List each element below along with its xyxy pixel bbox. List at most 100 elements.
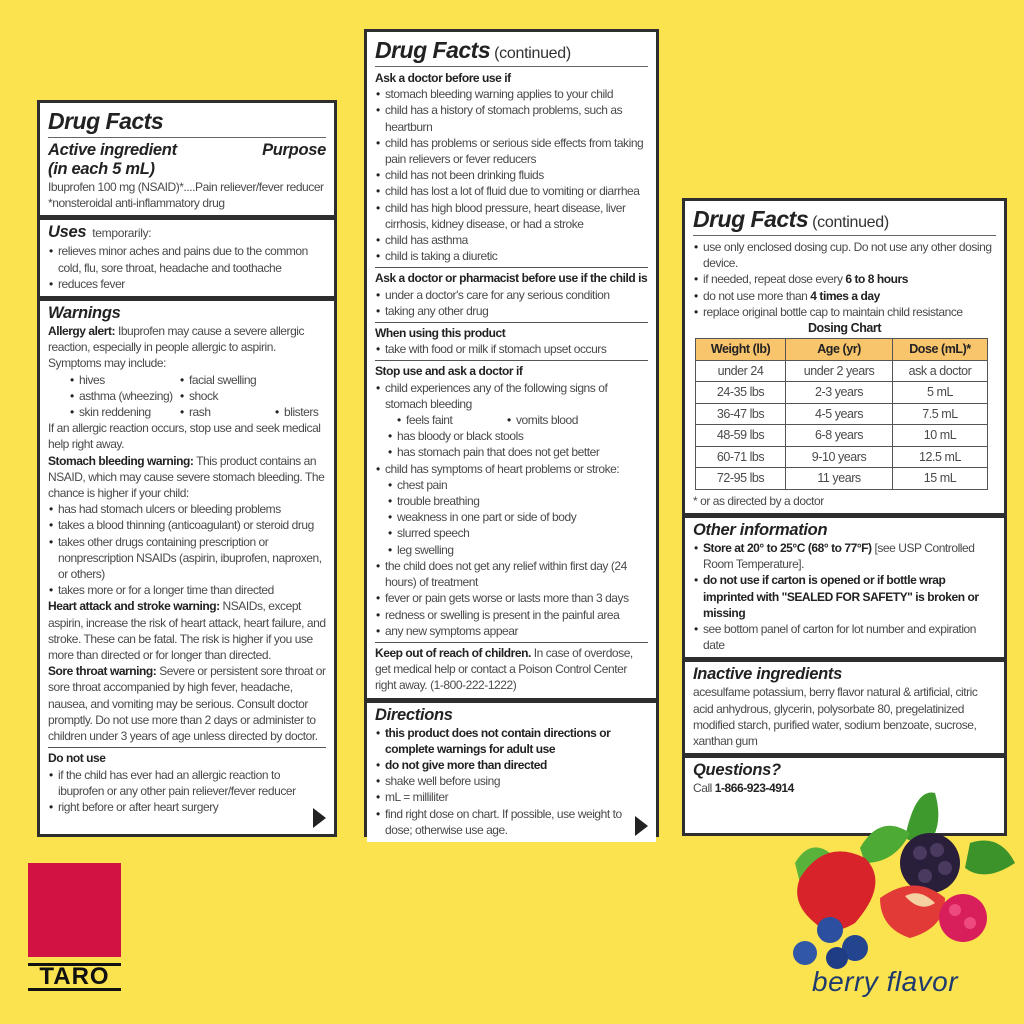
berries-illustration [793, 792, 1015, 969]
text: takes a blood thinning (anticoagulant) o… [58, 518, 314, 533]
section-heading: Directions [375, 706, 648, 725]
list-item: under a doctor's care for any serious co… [375, 287, 648, 303]
facts-section: Drug Facts Active ingredient Purpose (in ea… [40, 103, 334, 216]
text: see bottom panel of carton for lot numbe… [703, 621, 976, 653]
list-item: taking any other drug [375, 303, 648, 319]
list-item: relieves minor aches and pains due to th… [48, 243, 326, 275]
list-item: any new symptoms appear [375, 623, 648, 639]
text: weakness in one part or side of body [397, 510, 577, 525]
table-cell: ask a doctor [891, 359, 989, 383]
text: * or as directed by a doctor [693, 493, 824, 508]
bold-lead: Sore throat warning: [48, 664, 157, 679]
grid-item: rash [180, 404, 275, 420]
chart-title: Dosing Chart [807, 321, 882, 336]
paragraph: acesulfame potassium, berry flavor natur… [693, 684, 996, 749]
list-item: slurred speech [387, 525, 648, 541]
drug-facts-panel-1: Drug Facts Active ingredient Purpose (in ea… [37, 100, 337, 837]
grid-item: facial swelling [180, 372, 275, 388]
table-cell: 36-47 lbs [694, 402, 787, 426]
list-item: takes more or for a longer time than dir… [48, 582, 326, 598]
bold-lead: Keep out of reach of children. [375, 645, 531, 660]
table-cell: 7.5 mL [891, 402, 989, 426]
text: relieves minor aches and pains due to th… [58, 244, 308, 275]
list-item: reduces fever [48, 276, 326, 292]
grid-item: asthma (wheezing) [70, 388, 180, 404]
list-item: child has a history of stomach problems,… [375, 102, 648, 134]
facts-section: Warnings Allergy alert: Ibuprofen may cau… [40, 301, 334, 834]
table-cell: under 2 years [785, 359, 893, 383]
divider [375, 322, 648, 324]
list-item: right before or after heart surgery [48, 799, 326, 815]
text: stomach bleeding warning applies to your… [385, 87, 614, 102]
table-cell: 9-10 years [785, 445, 893, 469]
text: the child does not get any relief within… [385, 558, 627, 590]
heading-text: (in each 5 mL) [48, 160, 155, 178]
heading-text: Uses [48, 223, 87, 242]
table-row: 48-59 lbs 6-8 years 10 mL [694, 424, 989, 447]
facts-section: Other informationStore at 20° to 25°C (6… [685, 517, 1004, 658]
list-item: this product does not contain directions… [375, 725, 648, 757]
subheading: Ask a doctor before use if [375, 71, 511, 85]
table-cell: 60-71 lbs [694, 445, 787, 469]
list-item: fever or pain gets worse or lasts more t… [375, 590, 648, 606]
column-header: Weight (lb) [694, 338, 787, 361]
list-item: has stomach pain that does not get bette… [387, 444, 648, 460]
facts-section: Questions? Call 1-866-923-4914 [685, 758, 1004, 833]
text: replace original bottle cap to maintain … [703, 304, 963, 319]
text: acesulfame potassium, berry flavor natur… [693, 685, 978, 748]
list-item: takes a blood thinning (anticoagulant) o… [48, 517, 326, 533]
continue-arrow-icon [313, 808, 326, 828]
bold-text: 1-866-923-4914 [714, 781, 795, 796]
text: child has asthma [385, 233, 468, 248]
subheading: Ask a doctor or pharmacist before use if… [375, 271, 648, 286]
text: child has a history of stomach problems,… [385, 103, 623, 134]
title-text: Drug Facts [375, 37, 491, 63]
bold-lead: do not use if carton is opened or if bot… [703, 573, 979, 620]
paragraph: Sore throat warning: Severe or persisten… [48, 663, 326, 744]
symptom-grid: feels faintvomits blood [375, 412, 648, 428]
facts-section: Inactive ingredients acesulfame potassium… [685, 662, 1004, 754]
section-heading: (in each 5 mL) [48, 160, 326, 179]
table-cell: 5 mL [891, 381, 989, 404]
subheading: Do not use [48, 751, 106, 766]
text: under a doctor's care for any serious co… [385, 287, 610, 302]
text: Ibuprofen 100 mg (NSAID)*....Pain reliev… [48, 180, 324, 194]
list-item: shake well before using [375, 773, 648, 789]
paragraph: Symptoms may include: [48, 355, 326, 371]
text: do not use more than [703, 288, 811, 303]
list-item: has bloody or black stools [387, 428, 648, 444]
text: has stomach pain that does not get bette… [397, 445, 600, 460]
table-cell: 11 years [785, 467, 893, 490]
list-item: find right dose on chart. If possible, u… [375, 806, 648, 838]
taro-logo: TARO [28, 863, 121, 991]
title-text: Drug Facts [48, 108, 164, 134]
text: NSAIDs, except aspirin, increase the ris… [48, 599, 326, 663]
list-item: do not use if carton is opened or if bot… [693, 572, 996, 621]
bold-text: 4 times a day [810, 288, 880, 303]
grid-item [275, 388, 335, 404]
text: Severe or persistent sore throat or sore… [48, 664, 326, 744]
text: If an allergic reaction occurs, stop use… [48, 421, 321, 452]
drug-facts-title: Drug Facts (continued) [375, 35, 648, 67]
heading-suffix: temporarily: [92, 226, 152, 241]
facts-section: Uses temporarily: relieves minor aches and… [40, 220, 334, 297]
divider [375, 641, 648, 643]
list-item: if needed, repeat dose every 6 to 8 hour… [693, 271, 996, 287]
text: fever or pain gets worse or lasts more t… [385, 591, 629, 606]
text: right before or after heart surgery [58, 799, 219, 814]
divider [375, 267, 648, 269]
section-heading: Questions? [693, 761, 996, 780]
paragraph: Stomach bleeding warning: This product c… [48, 453, 326, 502]
list-item: child has not been drinking fluids [375, 167, 648, 183]
section-heading: Uses temporarily: [48, 223, 326, 243]
text: take with food or milk if stomach upset … [385, 342, 607, 357]
text: use only enclosed dosing cup. Do not use… [703, 240, 992, 271]
section-heading: Inactive ingredients [693, 665, 996, 684]
bold-lead: Stomach bleeding warning: [48, 453, 194, 468]
list-item: child is taking a diuretic [375, 248, 648, 264]
table-cell: 10 mL [891, 424, 989, 447]
text: *nonsteroidal anti-inflammatory drug [48, 196, 225, 211]
list-item: child has high blood pressure, heart dis… [375, 200, 648, 232]
text: reduces fever [58, 276, 125, 291]
text: has bloody or black stools [397, 429, 524, 444]
